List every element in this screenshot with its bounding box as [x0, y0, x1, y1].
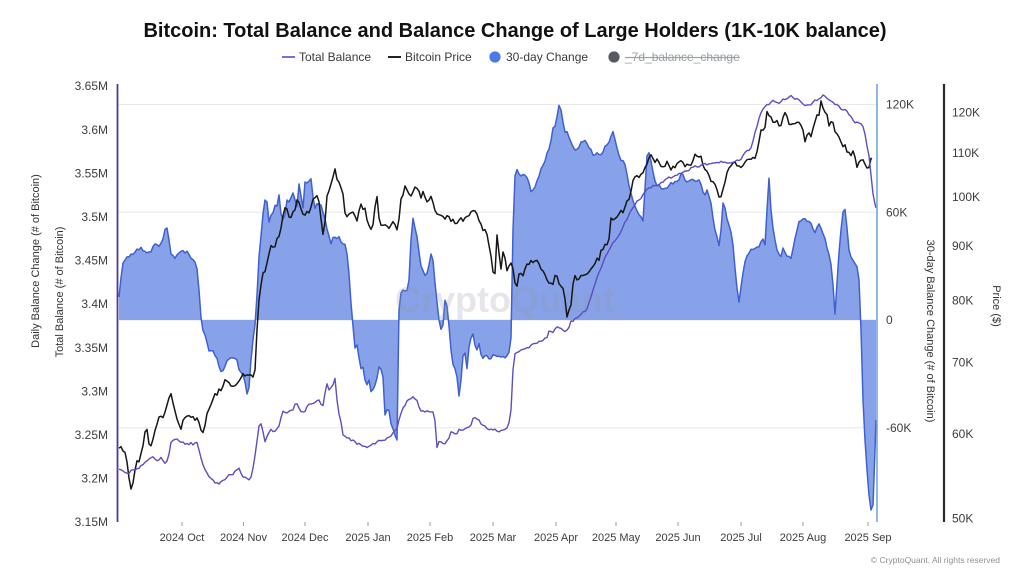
svg-text:120K: 120K [952, 106, 980, 120]
svg-text:60K: 60K [886, 205, 907, 219]
svg-text:3.65M: 3.65M [75, 79, 108, 93]
svg-text:2025 Jul: 2025 Jul [720, 532, 762, 544]
svg-text:80K: 80K [952, 294, 973, 308]
svg-text:2025 Jan: 2025 Jan [345, 532, 390, 544]
svg-text:100K: 100K [952, 190, 980, 204]
svg-text:2024 Nov: 2024 Nov [220, 532, 268, 544]
svg-text:2024 Oct: 2024 Oct [160, 532, 205, 544]
svg-text:3.35M: 3.35M [75, 341, 108, 355]
svg-text:2024 Dec: 2024 Dec [281, 532, 329, 544]
svg-text:2025 May: 2025 May [592, 532, 641, 544]
svg-text:0: 0 [886, 313, 893, 327]
svg-text:3.25M: 3.25M [75, 428, 108, 442]
svg-text:© CryptoQuant. All rights rese: © CryptoQuant. All rights reserved [871, 555, 1000, 565]
svg-text:2025 Aug: 2025 Aug [780, 532, 827, 544]
svg-text:3.45M: 3.45M [75, 254, 108, 268]
svg-text:3.15M: 3.15M [75, 515, 108, 529]
svg-text:Daily Balance Change (# of Bit: Daily Balance Change (# of Bitcoin) [30, 174, 42, 348]
svg-text:3.55M: 3.55M [75, 166, 108, 180]
svg-text:Total Balance (# of Bitcoin): Total Balance (# of Bitcoin) [54, 227, 66, 358]
svg-text:2025 Jun: 2025 Jun [655, 532, 700, 544]
svg-text:-60K: -60K [886, 421, 911, 435]
svg-text:3.5M: 3.5M [81, 210, 108, 224]
svg-text:50K: 50K [952, 512, 973, 526]
svg-text:3.2M: 3.2M [81, 472, 108, 486]
svg-text:Price ($): Price ($) [990, 285, 1002, 327]
svg-text:2025 Apr: 2025 Apr [534, 532, 578, 544]
svg-text:120K: 120K [886, 98, 914, 112]
svg-text:Bitcoin Price: Bitcoin Price [405, 50, 472, 64]
svg-text:Total Balance: Total Balance [299, 50, 371, 64]
svg-text:3.3M: 3.3M [81, 384, 108, 398]
svg-text:70K: 70K [952, 356, 973, 370]
svg-text:60K: 60K [952, 427, 973, 441]
svg-text:CryptoQuant: CryptoQuant [395, 279, 615, 320]
svg-text:3.6M: 3.6M [81, 123, 108, 137]
svg-text:90K: 90K [952, 239, 973, 253]
svg-text:30-day Balance Change (# of Bi: 30-day Balance Change (# of Bitcoin) [924, 240, 936, 423]
svg-text:110K: 110K [952, 146, 979, 160]
svg-text:_7d_balance_change: _7d_balance_change [624, 50, 740, 64]
svg-text:2025 Sep: 2025 Sep [844, 532, 891, 544]
svg-text:2025 Mar: 2025 Mar [470, 532, 517, 544]
svg-text:30-day Change: 30-day Change [506, 50, 588, 64]
svg-text:3.4M: 3.4M [81, 297, 108, 311]
svg-text:2025 Feb: 2025 Feb [407, 532, 453, 544]
svg-text:Bitcoin: Total Balance and Bal: Bitcoin: Total Balance and Balance Chang… [143, 20, 886, 42]
